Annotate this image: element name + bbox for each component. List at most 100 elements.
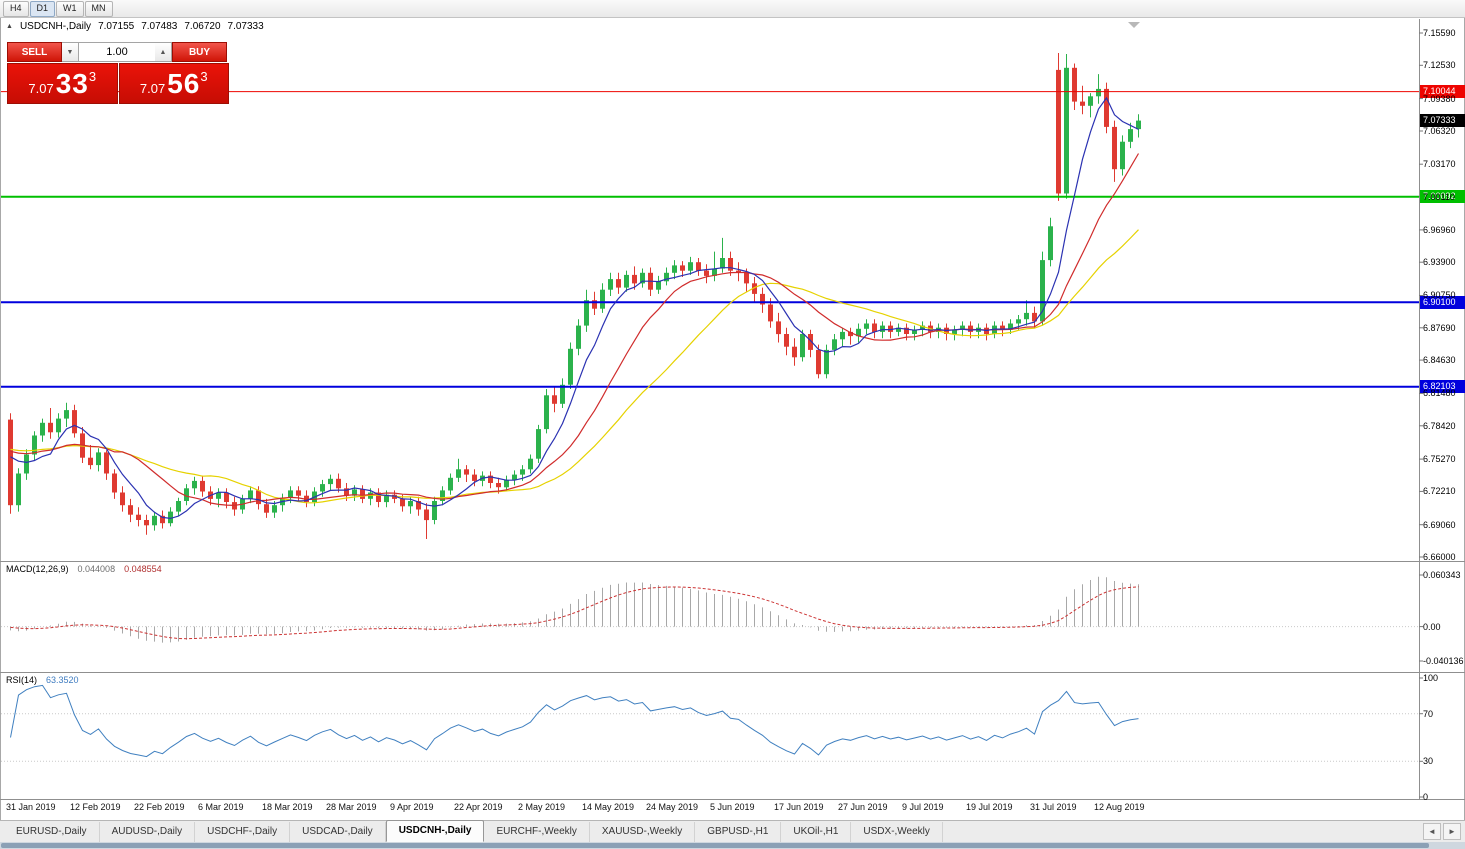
candle-down bbox=[416, 501, 421, 510]
date-axis-label: 28 Mar 2019 bbox=[326, 802, 377, 812]
candle-down bbox=[376, 492, 381, 502]
price-axis-label: 6.66000 bbox=[1423, 552, 1456, 562]
tabs-scroll-left-icon[interactable]: ◄ bbox=[1423, 823, 1441, 840]
candle-up bbox=[544, 395, 549, 430]
chart-tab-usdcad[interactable]: USDCAD-,Daily bbox=[290, 822, 386, 842]
chart-tab-bar: EURUSD-,Daily AUDUSD-,Daily USDCHF-,Daily U… bbox=[0, 820, 1465, 842]
horizontal-scrollbar-track[interactable] bbox=[0, 842, 1465, 849]
candle-up bbox=[896, 327, 901, 332]
candle-up bbox=[248, 490, 253, 499]
candle-up bbox=[384, 494, 389, 503]
candle-up bbox=[432, 501, 437, 520]
candle-down bbox=[872, 323, 877, 332]
candle-down bbox=[1056, 69, 1061, 194]
candle-up bbox=[40, 422, 45, 436]
chart-title: ▲ USDCNH-,Daily 7.07155 7.07483 7.06720 … bbox=[6, 21, 264, 32]
ohlc-low: 7.06720 bbox=[184, 21, 221, 32]
price-axis-label: 7.09380 bbox=[1423, 93, 1456, 104]
candle-up bbox=[664, 272, 669, 282]
candle-up bbox=[1040, 260, 1045, 322]
sell-price-button[interactable]: 7.07 33 3 bbox=[7, 63, 118, 104]
date-axis-label: 6 Mar 2019 bbox=[198, 802, 244, 812]
candle-down bbox=[144, 520, 149, 526]
candle-up bbox=[960, 325, 965, 330]
price-axis-label: 6.81480 bbox=[1423, 388, 1456, 399]
volume-input[interactable] bbox=[79, 42, 155, 62]
candle-down bbox=[360, 489, 365, 499]
candle-up bbox=[272, 505, 277, 513]
date-axis-label: 27 Jun 2019 bbox=[838, 802, 888, 812]
candle-up bbox=[1136, 120, 1141, 130]
price-axis-label: 6.75270 bbox=[1423, 454, 1456, 465]
ohlc-close: 7.07333 bbox=[227, 21, 264, 32]
buy-button[interactable]: BUY bbox=[172, 42, 227, 62]
rsi-axis-label: 100 bbox=[1423, 673, 1439, 683]
date-axis-label: 31 Jan 2019 bbox=[6, 802, 56, 812]
chart-tab-xauusd[interactable]: XAUUSD-,Weekly bbox=[590, 822, 696, 842]
chart-tab-gbpusd[interactable]: GBPUSD-,H1 bbox=[695, 822, 782, 842]
candle-up bbox=[320, 484, 325, 492]
candle-down bbox=[752, 283, 757, 294]
candle-down bbox=[888, 325, 893, 332]
candle-up bbox=[880, 325, 885, 332]
date-axis-label: 12 Feb 2019 bbox=[70, 802, 121, 812]
candle-up bbox=[672, 265, 677, 273]
chart-tab-usdx[interactable]: USDX-,Weekly bbox=[851, 822, 943, 842]
rsi-axis-label: 30 bbox=[1423, 756, 1434, 767]
rsi-label-row: RSI(14) 63.3520 bbox=[6, 675, 79, 685]
date-axis-label: 31 Jul 2019 bbox=[1030, 802, 1077, 812]
candle-up bbox=[1088, 96, 1093, 106]
date-axis-label: 17 Jun 2019 bbox=[774, 802, 824, 812]
candle-down bbox=[256, 490, 261, 505]
candle-up bbox=[608, 279, 613, 290]
ohlc-high: 7.07483 bbox=[141, 21, 178, 32]
sell-button[interactable]: SELL bbox=[7, 42, 62, 62]
timeframe-button-h4[interactable]: H4 bbox=[3, 0, 29, 17]
candle-down bbox=[1112, 126, 1117, 170]
price-axis-label: 7.03170 bbox=[1423, 159, 1456, 170]
horizontal-scrollbar-thumb[interactable] bbox=[1, 843, 1429, 848]
chart-tab-eurchf[interactable]: EURCHF-,Weekly bbox=[484, 822, 590, 842]
candle-down bbox=[680, 265, 685, 271]
price-shift-marker-icon[interactable] bbox=[1128, 22, 1140, 28]
candle-up bbox=[1120, 141, 1125, 170]
tabs-scroll-right-icon[interactable]: ► bbox=[1443, 823, 1461, 840]
candle-down bbox=[224, 492, 229, 502]
chart-symbol-period: USDCNH-,Daily bbox=[19, 21, 92, 32]
chart-tab-audusd[interactable]: AUDUSD-,Daily bbox=[100, 822, 196, 842]
price-level-label: 7.10044 bbox=[1420, 85, 1465, 99]
volume-increase-button[interactable]: ▲ bbox=[155, 42, 172, 62]
candle-down bbox=[88, 457, 93, 466]
candle-down bbox=[792, 346, 797, 358]
candle-up bbox=[584, 300, 589, 326]
candle-down bbox=[1104, 88, 1109, 127]
price-axis-label: 6.90750 bbox=[1423, 290, 1456, 301]
chart-tab-usdchf[interactable]: USDCHF-,Daily bbox=[195, 822, 291, 842]
timeframe-button-w1[interactable]: W1 bbox=[56, 0, 84, 17]
candle-up bbox=[152, 515, 157, 526]
chart-tab-ukoil[interactable]: UKOil-,H1 bbox=[781, 822, 852, 842]
candle-up bbox=[600, 289, 605, 309]
price-axis-label: 6.87690 bbox=[1423, 322, 1456, 333]
candle-down bbox=[136, 514, 141, 520]
candle-up bbox=[32, 435, 37, 455]
volume-decrease-button[interactable]: ▼ bbox=[62, 42, 79, 62]
ask-price-pips: 56 bbox=[167, 67, 201, 99]
one-click-panel-toggle-icon[interactable]: ▲ bbox=[6, 23, 13, 30]
candle-down bbox=[424, 509, 429, 521]
timeframe-button-d1[interactable]: D1 bbox=[29, 0, 56, 17]
candle-down bbox=[1000, 325, 1005, 330]
candle-down bbox=[848, 331, 853, 337]
price-level-label: 6.82103 bbox=[1420, 380, 1465, 394]
candle-down bbox=[592, 300, 597, 309]
candle-down bbox=[104, 452, 109, 474]
chart-tab-eurusd[interactable]: EURUSD-,Daily bbox=[4, 822, 100, 842]
timeframe-button-mn[interactable]: MN bbox=[84, 0, 113, 17]
chart-tab-usdcnh[interactable]: USDCNH-,Daily bbox=[385, 820, 485, 842]
ohlc-open: 7.07155 bbox=[98, 21, 135, 32]
candle-up bbox=[912, 329, 917, 334]
price-level-label: 6.90100 bbox=[1420, 295, 1465, 309]
buy-price-button[interactable]: 7.07 56 3 bbox=[118, 63, 229, 104]
candle-down bbox=[552, 395, 557, 404]
